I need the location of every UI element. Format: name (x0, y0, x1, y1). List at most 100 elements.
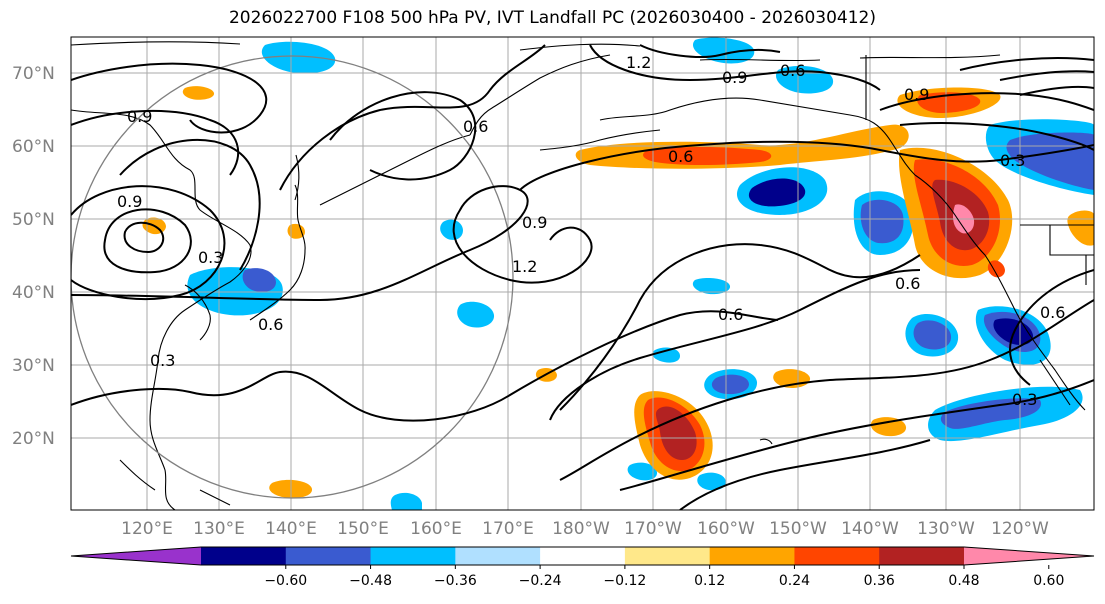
neg-blob-small-4 (692, 278, 731, 295)
contour-low-asia-1 (123, 221, 165, 254)
contour-label: 1.2 (626, 53, 651, 72)
contour-labels: 0.9 0.9 0.3 0.6 0.3 0.9 1.2 0.6 1.2 0.9 … (117, 53, 1065, 409)
latitude-labels: 70°N 60°N 50°N 40°N 30°N 20°N (12, 64, 55, 449)
contour-label: 0.6 (1040, 303, 1065, 322)
coast-arctic (71, 41, 1001, 62)
neg-blob-small-5 (627, 462, 658, 481)
colorbar-tick-label: −0.24 (519, 573, 562, 589)
lon-label: 130°E (193, 519, 245, 539)
colorbar-swatch (201, 547, 287, 565)
coast-hawaii (759, 438, 773, 445)
contour-label: 0.9 (117, 192, 142, 211)
contour-east (1009, 269, 1094, 386)
colorbar: −0.60 −0.48 −0.36 −0.24 −0.12 0.12 0.24 0.36 0.4… (70, 546, 1095, 589)
contour-low-asia-2 (103, 208, 192, 274)
colorbar-tick-label: −0.36 (434, 573, 477, 589)
pos-band-aleutian-core (643, 146, 772, 165)
lon-label: 160°E (410, 519, 462, 539)
neg-blob-small-6 (390, 492, 422, 510)
lon-label: 150°E (337, 519, 389, 539)
contour-label: 0.6 (718, 305, 743, 324)
colorbar-tick-label: −0.48 (349, 573, 392, 589)
colorbar-swatch (370, 547, 456, 565)
contour-low-asia-3 (71, 185, 226, 301)
lon-label: 130°W (917, 519, 975, 539)
neg-blob-hawaii-core (711, 374, 749, 395)
contour-label: 0.6 (780, 61, 805, 80)
lat-label: 30°N (12, 356, 55, 376)
graticule (71, 37, 1094, 510)
lon-label: 180°W (552, 519, 610, 539)
pos-blob-small-2 (870, 417, 907, 437)
lon-label: 140°E (265, 519, 317, 539)
colorbar-swatch (709, 547, 795, 565)
contour-label: 0.6 (895, 274, 920, 293)
lat-label: 40°N (12, 283, 55, 303)
contour-ne-4 (999, 70, 1094, 81)
lon-label: 170°E (482, 519, 534, 539)
neg-blob-small-3 (652, 347, 680, 363)
colorbar-tick-label: −0.60 (264, 573, 307, 589)
neg-blob-small-7 (697, 472, 726, 491)
coast-asia (71, 109, 252, 510)
contour-label: 0.3 (1000, 151, 1025, 170)
lon-label: 140°W (841, 519, 899, 539)
map-title: 2026022700 F108 500 hPa PV, IVT Landfall… (228, 8, 876, 28)
colorbar-swatch (879, 547, 965, 565)
contour-arctic-1 (71, 62, 268, 134)
contour-arctic-2 (71, 109, 240, 176)
lon-label: 150°W (769, 519, 827, 539)
contour-label: 0.3 (150, 351, 175, 370)
colorbar-tick-label: 0.36 (864, 573, 895, 589)
colorbar-extend-high (964, 547, 1094, 565)
contour-ne-3 (959, 57, 1094, 71)
colorbar-swatch (540, 547, 626, 565)
colorbar-tick-label: 0.60 (1033, 573, 1064, 589)
contour-ne-5 (1019, 85, 1094, 96)
coast-kuril (319, 134, 471, 206)
neg-blob-canada-core (1006, 132, 1094, 190)
colorbar-swatch (624, 547, 711, 565)
coastlines (71, 41, 1094, 510)
lon-label: 120°W (991, 519, 1049, 539)
contour-main-1 (71, 185, 593, 302)
shading-layer (142, 37, 1094, 510)
pv-contours (71, 44, 1094, 510)
contour-arctic-4 (639, 44, 781, 58)
map-content: 0.9 0.9 0.3 0.6 0.3 0.9 1.2 0.6 1.2 0.9 … (71, 37, 1094, 510)
lat-label: 60°N (12, 137, 55, 157)
contour-label: 0.9 (522, 213, 547, 232)
lat-label: 70°N (12, 64, 55, 84)
lat-label: 50°N (12, 210, 55, 230)
pos-blob-small-6 (182, 86, 215, 100)
contour-label: 0.3 (198, 248, 223, 267)
lon-label: 170°W (624, 519, 682, 539)
contour-mid-pac (519, 140, 1094, 191)
colorbar-swatch (285, 547, 372, 565)
coast-indonesia (119, 459, 231, 506)
colorbar-tick-label: −0.12 (603, 573, 646, 589)
contour-arctic-3 (589, 44, 881, 91)
lon-label: 160°W (697, 519, 755, 539)
contour-main-2 (71, 310, 779, 422)
neg-blob-japan-core (242, 268, 276, 292)
pos-blob-subtropics-core (655, 406, 697, 460)
neg-blob-small-2 (440, 219, 463, 240)
contour-label: 1.2 (512, 257, 537, 276)
coast-borders (865, 55, 1094, 285)
lon-label: 120°E (121, 519, 173, 539)
coast-alaska (599, 97, 916, 176)
neg-blob-arctic-1 (261, 41, 336, 74)
coast-baja (1039, 359, 1071, 406)
contour-label: 0.9 (127, 107, 152, 126)
colorbar-swatch (794, 547, 880, 565)
colorbar-swatch (455, 547, 541, 565)
map-frame (70, 36, 1095, 511)
contour-label: 0.6 (463, 117, 488, 136)
neg-blob-gulf-core (860, 199, 904, 244)
contour-label: 0.6 (258, 315, 283, 334)
neg-blob-small-1 (457, 301, 495, 328)
contour-main-3 (549, 269, 921, 421)
neg-blob-ne-pacific-core (748, 178, 806, 207)
